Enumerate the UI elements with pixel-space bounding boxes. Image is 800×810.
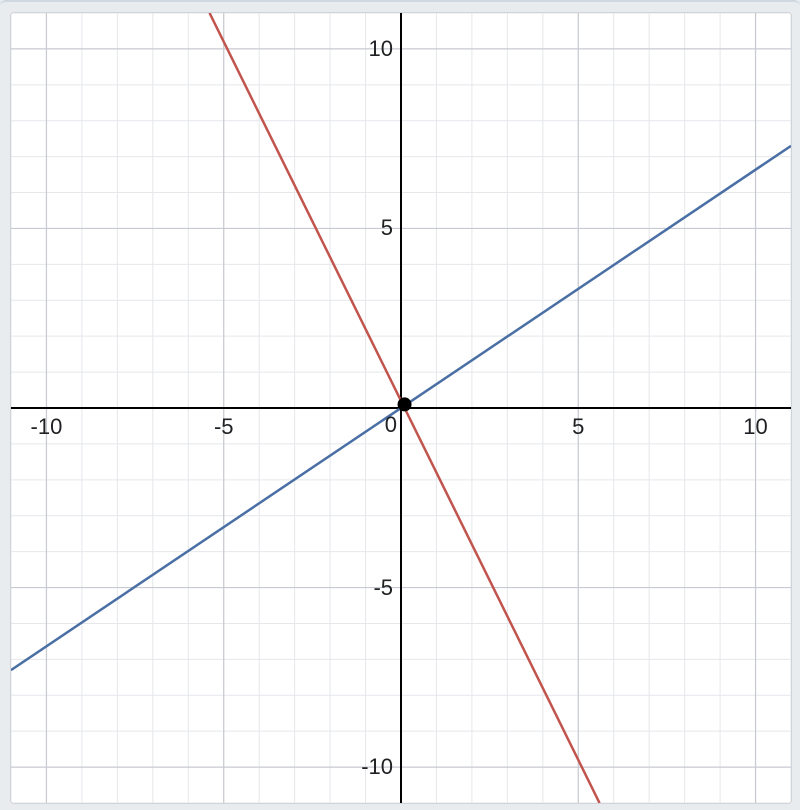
plot-svg — [11, 13, 791, 803]
x-tick-label: -5 — [214, 414, 234, 440]
x-tick-label: 0 — [385, 412, 397, 438]
y-tick-label: -5 — [373, 575, 393, 601]
y-tick-label: 5 — [381, 215, 393, 241]
x-tick-label: -10 — [31, 414, 63, 440]
chart-frame: -10 -5 0 5 10 10 5 -5 -10 — [0, 0, 800, 810]
x-tick-label: 5 — [572, 414, 584, 440]
x-tick-label: 10 — [743, 414, 767, 440]
y-tick-label: -10 — [361, 754, 393, 780]
cartesian-plot: -10 -5 0 5 10 10 5 -5 -10 — [10, 12, 792, 804]
intersection-point — [398, 397, 412, 411]
y-tick-label: 10 — [369, 36, 393, 62]
